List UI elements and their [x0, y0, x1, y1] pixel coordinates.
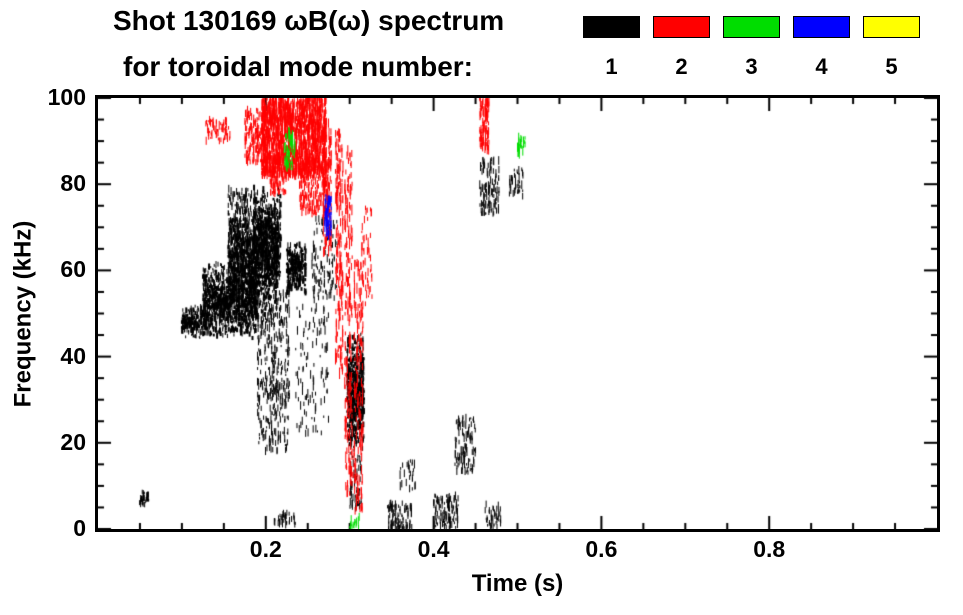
legend-swatches	[583, 16, 920, 38]
legend-mode-label: 2	[675, 54, 688, 79]
x-tick-label: 0.2	[249, 536, 282, 562]
legend-swatch-mode-4	[793, 16, 850, 38]
y-tick-label: 80	[60, 170, 86, 197]
y-tick-label: 100	[47, 84, 86, 110]
chart-title: Shot 130169 ωB(ω) spectrum	[113, 5, 505, 36]
x-tick-label: 0.8	[753, 536, 786, 562]
y-tick-label: 40	[60, 342, 86, 369]
legend-mode-label: 3	[745, 54, 758, 79]
plot-area	[95, 95, 940, 532]
y-tick-label: 20	[60, 428, 86, 455]
x-axis-label: Time (s)	[471, 570, 564, 597]
x-tick-label: 0.4	[417, 536, 450, 562]
x-tick-label: 0.6	[585, 536, 618, 562]
y-tick-label: 60	[60, 256, 86, 283]
spectrum-canvas	[98, 98, 937, 529]
legend-mode-numbers: 1 2 3 4 5	[583, 54, 920, 80]
legend-swatch-mode-3	[723, 16, 780, 38]
legend-mode-label: 4	[815, 54, 828, 79]
legend-mode-label: 5	[885, 54, 898, 79]
legend-swatch-mode-1	[583, 16, 640, 38]
y-axis-label-wrap: Frequency (kHz)	[0, 95, 46, 532]
y-tick-label: 0	[73, 515, 86, 541]
chart-subtitle: for toroidal mode number:	[123, 51, 473, 82]
legend-swatch-mode-2	[653, 16, 710, 38]
legend-mode-label: 1	[605, 54, 618, 79]
y-axis-label: Frequency (kHz)	[9, 220, 37, 407]
legend-swatch-mode-5	[863, 16, 920, 38]
